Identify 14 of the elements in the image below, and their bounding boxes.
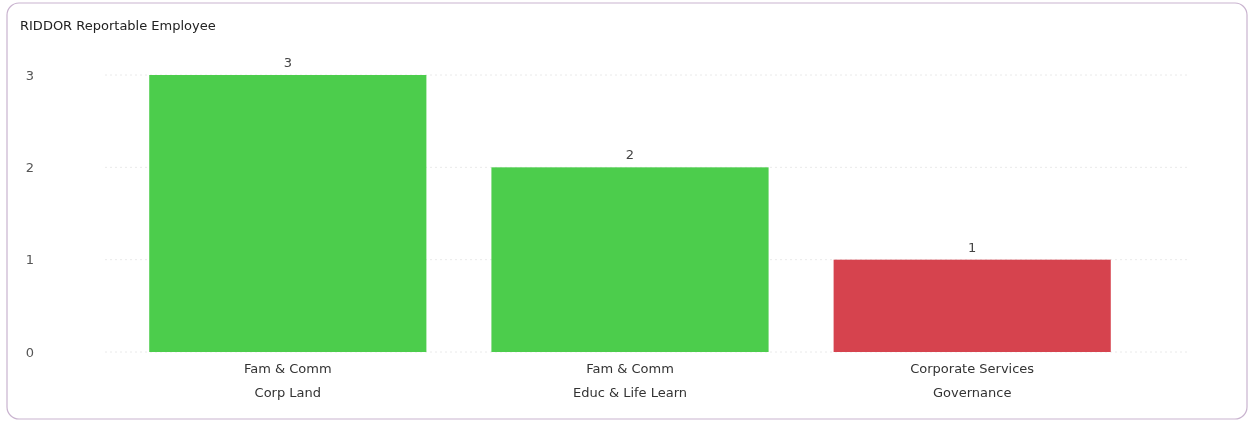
chart-title: RIDDOR Reportable Employee — [20, 18, 216, 33]
x-tick-label: Fam & Comm Corp Land — [243, 361, 332, 400]
data-label: 1 — [968, 239, 977, 255]
x-tick-label: Corporate Services Governance — [910, 361, 1035, 400]
y-tick-label: 0 — [25, 344, 35, 360]
y-tick-label: 2 — [25, 159, 35, 175]
bar — [491, 167, 769, 352]
bar — [833, 259, 1111, 352]
bar — [149, 75, 427, 352]
x-tick-label: Fam & Comm Educ & Life Learn — [572, 361, 688, 400]
data-label: 2 — [625, 147, 635, 163]
data-label: 3 — [283, 55, 292, 70]
y-tick-label: 1 — [25, 252, 35, 268]
y-tick-label: 3 — [25, 67, 35, 83]
